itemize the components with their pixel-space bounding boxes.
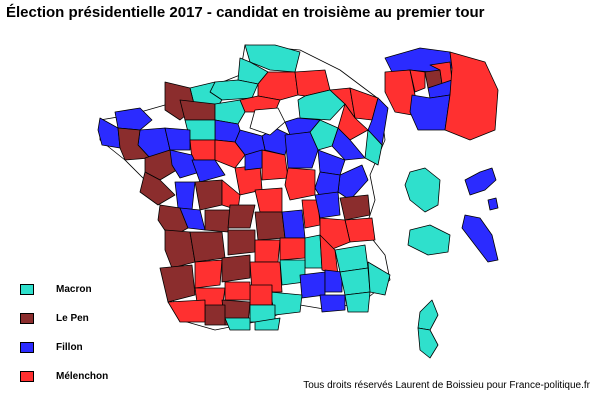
overseas-martinique: [407, 224, 451, 256]
dept-hautes-pyrenees: [204, 304, 226, 326]
dept-maine-et-loire: [169, 149, 201, 179]
dept-vienne: [194, 179, 223, 211]
legend-label: Mélenchon: [56, 370, 109, 382]
departments: [97, 44, 391, 331]
dept-nievre: [261, 149, 289, 181]
dept-cote-dor: [284, 131, 319, 169]
dept-var: [344, 291, 371, 313]
dept-cantal: [254, 239, 281, 263]
overseas-guadeloupe: [404, 167, 441, 213]
dept-indre-et-loire: [191, 159, 226, 183]
dept-gard: [299, 271, 326, 299]
dept-dordogne: [189, 231, 226, 263]
dept-creuse: [227, 204, 256, 229]
dept-ain: [314, 191, 341, 219]
dept-center-blue: [244, 149, 263, 171]
legend-swatch-lepen: [20, 312, 34, 324]
dept-landes: [159, 264, 196, 303]
legend-swatch-melenchon: [20, 370, 34, 382]
dept-lot-et-garonne: [194, 259, 223, 289]
dept-alpes-maritimes: [367, 261, 391, 296]
dept-haute-savoie: [339, 194, 371, 221]
dept-haute-vienne: [204, 209, 231, 233]
legend-label: Fillon: [56, 341, 83, 353]
dept-eure-et-loir: [214, 119, 241, 143]
corsica-north: [417, 299, 439, 331]
corsica-south: [417, 327, 439, 359]
legend-item: Mélenchon: [20, 369, 108, 383]
dept-puy-de-dome: [254, 211, 286, 241]
dept-bouches: [319, 294, 346, 313]
dept-mayenne: [164, 127, 191, 151]
dept-meurthe: [337, 103, 369, 141]
overseas-mayotte: [487, 197, 499, 211]
dept-correze: [227, 229, 256, 256]
legend-label: Macron: [56, 283, 92, 295]
dept-saone-et-loire: [284, 167, 316, 201]
legend-swatch-macron: [20, 283, 34, 295]
credit-text: Tous droits réservés Laurent de Boissieu…: [303, 380, 590, 391]
dept-tarn: [249, 284, 273, 306]
dept-haute-loire: [279, 237, 306, 261]
idf-seine-et-marne: [444, 51, 499, 141]
dept-paris-region: [249, 107, 286, 136]
dept-finistere: [97, 117, 121, 149]
dept-loir-et-cher: [214, 139, 246, 169]
dept-pyrenees-orientales: [254, 317, 281, 331]
idf-hauts-de-seine: [409, 69, 426, 93]
overseas-guyane: [461, 214, 499, 263]
dept-haut-rhin: [364, 129, 383, 166]
dept-gironde: [164, 229, 196, 269]
dept-tarn-et-garonne: [224, 281, 251, 301]
dept-vendee: [139, 171, 176, 206]
chart-title: Élection présidentielle 2017 - candidat …: [6, 4, 485, 21]
dept-vaucluse: [324, 269, 343, 293]
legend-item: Fillon: [20, 340, 83, 354]
dept-deux-sevres: [174, 181, 196, 211]
overseas-reunion: [464, 167, 497, 196]
legend-item: Macron: [20, 282, 92, 296]
dept-cotes: [114, 107, 153, 131]
dept-loire: [281, 209, 306, 239]
dept-allier: [254, 187, 283, 213]
dept-ariege: [224, 317, 251, 331]
idf-inset: [384, 47, 499, 141]
dept-pyrenees-atlantiques: [167, 299, 206, 323]
legend-label: Le Pen: [56, 312, 89, 324]
legend-swatch-fillon: [20, 341, 34, 353]
dept-eure: [214, 99, 246, 125]
legend-item: Le Pen: [20, 311, 89, 325]
dept-lot: [221, 254, 251, 283]
dept-calvados: [179, 99, 216, 121]
dept-hautes-alpes: [334, 244, 369, 273]
dept-sarthe: [189, 139, 216, 161]
dept-ardeche: [304, 234, 323, 269]
dept-aisne: [257, 71, 299, 101]
dept-aveyron: [249, 261, 283, 293]
dept-alpes-hp: [339, 267, 371, 296]
idf-essonne: [409, 94, 451, 131]
